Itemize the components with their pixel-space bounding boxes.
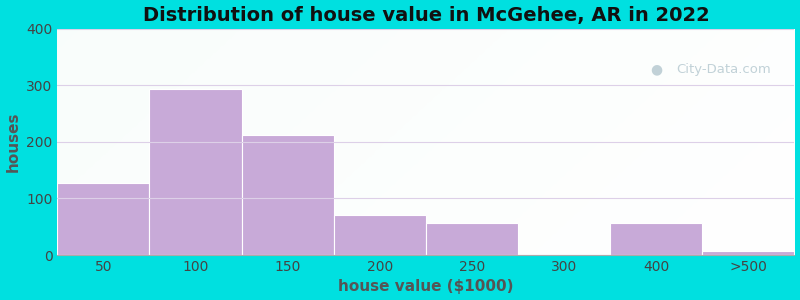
Title: Distribution of house value in McGehee, AR in 2022: Distribution of house value in McGehee, … (142, 6, 710, 25)
Bar (242, 135, 334, 255)
Bar (150, 89, 242, 255)
Bar (702, 250, 794, 255)
Bar (610, 223, 702, 255)
Y-axis label: houses: houses (6, 112, 21, 172)
Text: City-Data.com: City-Data.com (677, 63, 771, 76)
Bar (334, 215, 426, 255)
Bar (426, 223, 518, 255)
Bar (58, 183, 150, 255)
Text: ●: ● (650, 63, 662, 76)
X-axis label: house value ($1000): house value ($1000) (338, 279, 514, 294)
